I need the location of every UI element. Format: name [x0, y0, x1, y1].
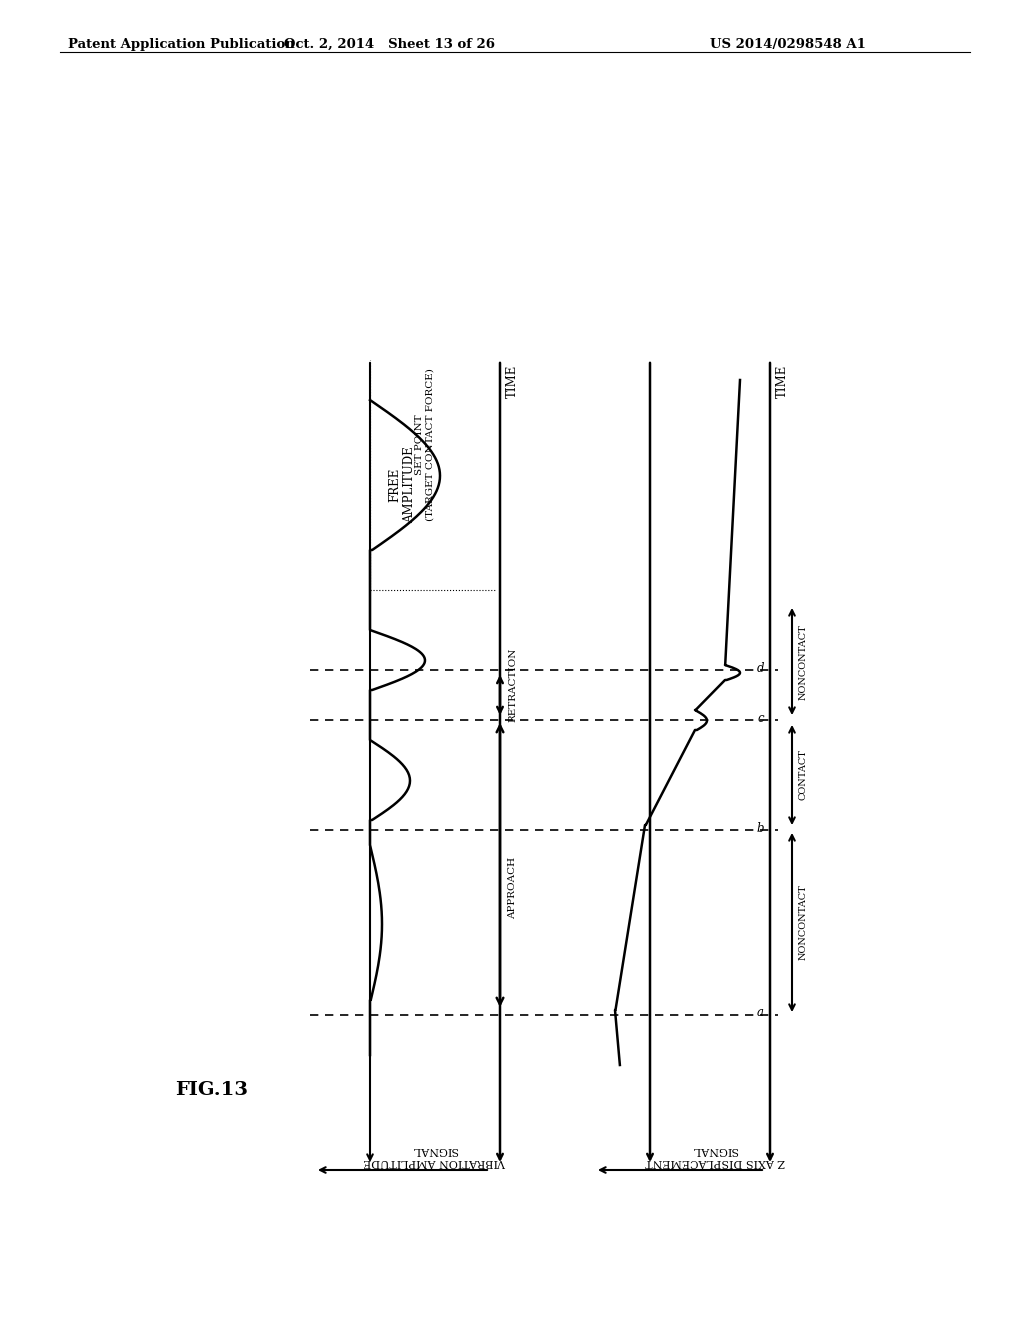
Text: FIG.13: FIG.13 [175, 1081, 248, 1100]
Text: Z AXIS DISPLACEMENT
SIGNAL: Z AXIS DISPLACEMENT SIGNAL [645, 1144, 784, 1167]
Text: TIME: TIME [776, 366, 790, 399]
Text: d: d [757, 661, 764, 675]
Text: c: c [758, 711, 764, 725]
Text: SET POINT
(TARGET CONTACT FORCE): SET POINT (TARGET CONTACT FORCE) [416, 368, 435, 521]
Text: Oct. 2, 2014   Sheet 13 of 26: Oct. 2, 2014 Sheet 13 of 26 [285, 38, 496, 51]
Text: FREE
AMPLITUDE: FREE AMPLITUDE [388, 446, 416, 523]
Text: VIBRATION AMPLITUDE
SIGNAL: VIBRATION AMPLITUDE SIGNAL [364, 1144, 507, 1167]
Text: APPROACH: APPROACH [508, 857, 517, 919]
Text: NONCONTACT: NONCONTACT [799, 624, 808, 701]
Text: b: b [757, 821, 764, 834]
Text: Patent Application Publication: Patent Application Publication [68, 38, 295, 51]
Text: RETRACTION: RETRACTION [508, 648, 517, 722]
Text: NONCONTACT: NONCONTACT [799, 884, 808, 961]
Text: TIME: TIME [506, 366, 519, 399]
Text: a: a [757, 1006, 764, 1019]
Text: US 2014/0298548 A1: US 2014/0298548 A1 [710, 38, 866, 51]
Text: CONTACT: CONTACT [799, 750, 808, 800]
